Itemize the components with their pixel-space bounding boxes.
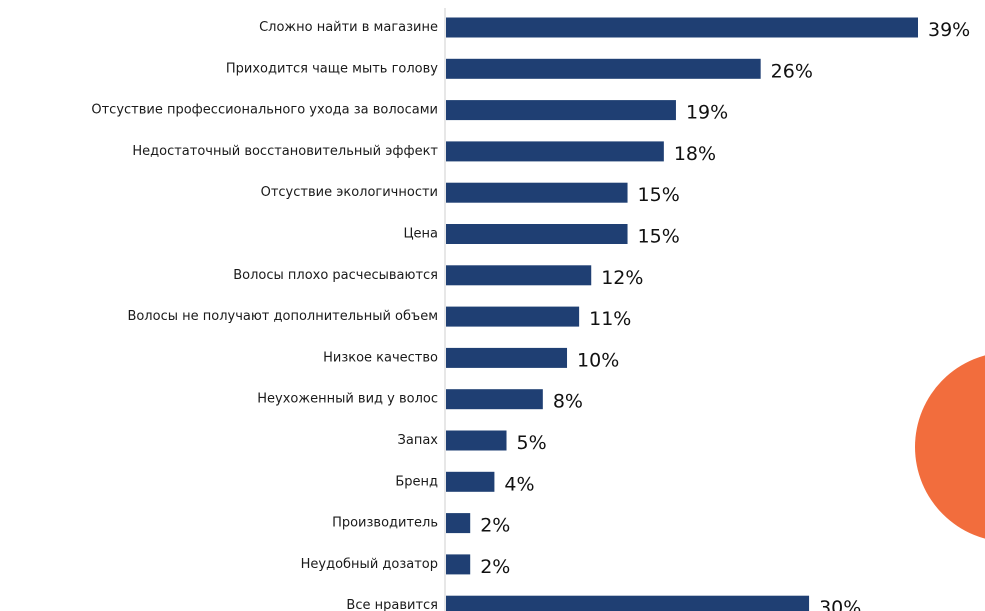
bar xyxy=(446,58,761,79)
category-label: Все нравится xyxy=(346,598,438,611)
category-label: Отсуствие экологичности xyxy=(261,185,438,200)
bar xyxy=(446,595,810,611)
category-label: Неухоженный вид у волос xyxy=(257,392,438,407)
bar xyxy=(446,306,580,327)
category-label: Низкое качество xyxy=(323,350,438,365)
category-label: Цена xyxy=(403,227,438,242)
category-label: Запах xyxy=(398,433,439,448)
value-label: 18% xyxy=(674,143,716,165)
orange-badge-decoration xyxy=(915,355,985,539)
bar xyxy=(446,554,471,575)
bar xyxy=(446,430,507,451)
value-label: 19% xyxy=(686,102,728,124)
category-label: Неудобный дозатор xyxy=(301,557,438,572)
category-label: Сложно найти в магазине xyxy=(259,20,438,35)
category-label: Отсуствие профессионального ухода за вол… xyxy=(91,103,438,118)
value-label: 30% xyxy=(819,597,861,611)
value-label: 11% xyxy=(589,308,631,330)
category-label: Волосы плохо расчесываются xyxy=(233,268,438,283)
value-label: 15% xyxy=(638,184,680,206)
bar xyxy=(446,224,628,244)
value-label: 2% xyxy=(480,515,510,537)
bar xyxy=(446,513,471,534)
bar xyxy=(446,347,568,368)
bar xyxy=(446,141,664,162)
bar xyxy=(446,389,543,410)
value-label: 2% xyxy=(480,556,510,578)
value-label: 39% xyxy=(928,19,970,41)
value-label: 10% xyxy=(577,349,619,371)
value-label: 26% xyxy=(771,60,813,82)
value-label: 15% xyxy=(638,226,680,248)
value-label: 12% xyxy=(601,267,643,289)
bar xyxy=(446,265,592,286)
bar xyxy=(446,17,918,38)
bar xyxy=(446,182,628,203)
category-label: Бренд xyxy=(395,474,438,489)
category-label: Волосы не получают дополнительный объем xyxy=(127,309,438,324)
value-label: 5% xyxy=(517,432,547,454)
category-label: Производитель xyxy=(332,516,438,531)
value-label: 8% xyxy=(553,391,583,413)
bar xyxy=(446,471,495,492)
category-label: Приходится чаще мыть голову xyxy=(226,61,438,76)
value-label: 4% xyxy=(504,473,534,495)
category-label: Недостаточный восстановительный эффект xyxy=(132,144,438,159)
bar xyxy=(446,100,676,121)
